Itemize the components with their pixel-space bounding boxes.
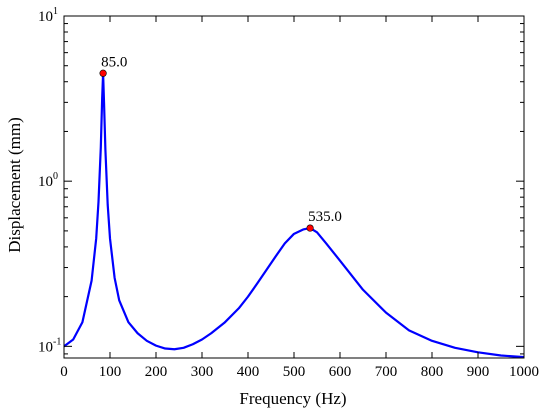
y-tick-exponent: 0 <box>53 171 58 182</box>
x-tick-label: 400 <box>237 364 260 380</box>
x-tick-label: 200 <box>145 364 168 380</box>
plot-area: 85.0 535.0 <box>64 54 524 358</box>
y-tick-label: 101 <box>38 6 58 25</box>
x-tick-label: 1000 <box>509 364 539 380</box>
x-tick-label: 900 <box>467 364 490 380</box>
x-tick-label: 300 <box>191 364 214 380</box>
y-tick-label: 10-1 <box>38 336 61 355</box>
series-line-0 <box>64 72 524 358</box>
peak-label-0: 85.0 <box>101 54 127 70</box>
x-tick-label: 700 <box>375 364 398 380</box>
x-tick-label: 800 <box>421 364 444 380</box>
y-tick-base: 10 <box>38 339 53 355</box>
y-tick-base: 10 <box>38 9 53 25</box>
peak-marker-0 <box>99 69 107 77</box>
plot-frame <box>63 15 525 359</box>
y-tick-label: 100 <box>38 171 58 190</box>
peak-marker-1 <box>306 224 314 232</box>
y-axis-label: Displacement (mm) <box>5 117 24 253</box>
y-tick-base: 10 <box>38 174 53 190</box>
x-tick-label: 100 <box>99 364 122 380</box>
x-tick-label: 0 <box>60 364 68 380</box>
y-tick-exponent: -1 <box>53 336 61 347</box>
axes: 0 100 200 300 400 500 600 700 800 900 100010-11001… <box>38 6 539 380</box>
x-axis-label: Frequency (Hz) <box>239 389 346 408</box>
x-tick-label: 600 <box>329 364 352 380</box>
peak-label-1: 535.0 <box>308 209 342 225</box>
y-tick-exponent: 1 <box>53 6 58 17</box>
x-tick-label: 500 <box>283 364 306 380</box>
